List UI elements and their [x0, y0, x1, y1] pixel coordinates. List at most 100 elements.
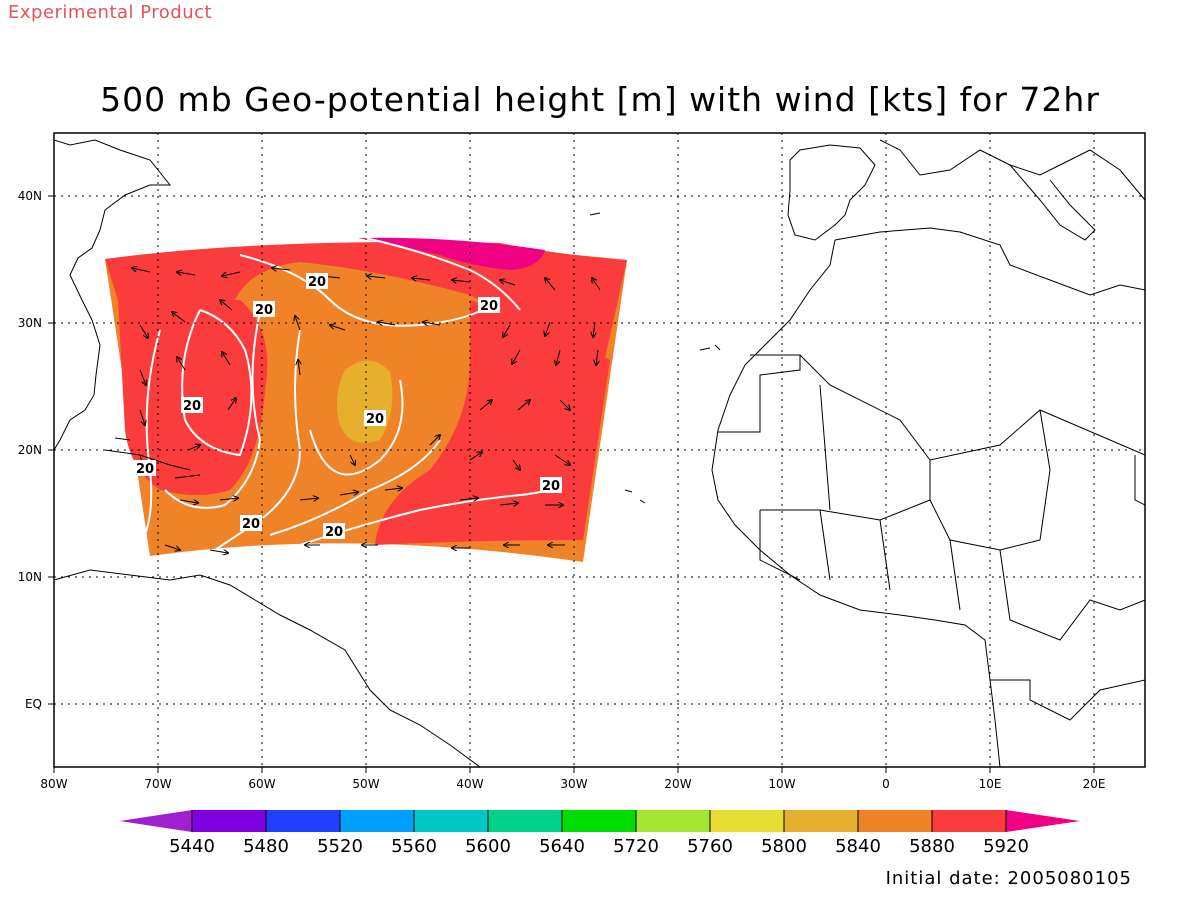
wind-arrow: [367, 276, 386, 278]
wind-arrow: [500, 280, 516, 286]
contour-label: 20: [255, 303, 273, 318]
wind-arrow: [412, 278, 431, 280]
coastlines: [54, 139, 1145, 767]
height-band-5920-north: [105, 242, 627, 380]
colorbar-swatch: [784, 810, 858, 832]
lon-label: 40W: [456, 777, 483, 791]
wind-arrow: [378, 322, 396, 325]
wind-arrow: [512, 459, 520, 470]
colorbar-swatch: [414, 810, 488, 832]
wind-arrow: [227, 398, 236, 411]
colorbar-swatch: [488, 810, 562, 832]
contour-label: 20: [325, 525, 343, 540]
lon-label: 80W: [40, 777, 67, 791]
wind-contour: [299, 484, 561, 546]
contour-label: 20: [542, 479, 560, 494]
wind-arrow: [139, 409, 145, 425]
wind-arrow: [164, 544, 180, 550]
colorbar-swatch: [340, 810, 414, 832]
wind-arrow: [349, 454, 355, 465]
colorbar-label: 5600: [465, 836, 511, 857]
wind-arrow: [299, 498, 318, 500]
wind-arrow: [545, 321, 551, 336]
lon-label: 20E: [1083, 777, 1106, 791]
wind-arrow: [592, 278, 601, 291]
lon-label: 0: [882, 777, 890, 791]
wind-arrow: [469, 452, 482, 461]
wind-arrow: [222, 352, 231, 366]
contour-label: 20: [366, 412, 384, 427]
map-title: 500 mb Geo-potential height [m] with win…: [100, 80, 1100, 119]
wind-arrow: [503, 324, 511, 337]
wind-arrow: [545, 278, 556, 291]
wind-contour: [269, 439, 441, 536]
contour-labels: 20 20 20 20 20 20 20 20 20: [134, 273, 562, 540]
north-africa-coast: [711, 239, 1001, 767]
wind-contour: [364, 237, 521, 311]
contour-label: 20: [308, 275, 326, 290]
wind-arrow: [593, 321, 595, 337]
lat-label: 30N: [18, 316, 42, 330]
wind-arrow: [512, 349, 521, 364]
height-band-5800: [336, 360, 393, 443]
lon-label: 30W: [560, 777, 587, 791]
latitude-labels: 40N 30N 20N 10N EQ: [18, 189, 42, 711]
wind-arrow: [423, 322, 441, 325]
colorbar-label: 5440: [169, 836, 215, 857]
iberia-coast: [787, 144, 876, 241]
lat-label: 10N: [18, 570, 42, 584]
north-america-coast: [54, 139, 172, 451]
contour-label: 20: [136, 462, 154, 477]
central-africa-borders: [990, 679, 1145, 721]
wind-contour: [214, 329, 302, 551]
axis-ticks: [48, 195, 1095, 773]
wind-contour: [239, 254, 491, 327]
lon-label: 10W: [768, 777, 795, 791]
colorbar-label: 5640: [539, 836, 585, 857]
wind-arrow: [429, 435, 440, 446]
wind-contour: [309, 379, 404, 476]
colorbar-swatch: [1006, 810, 1080, 832]
wind-arrow: [517, 400, 530, 411]
wind-arrow: [596, 349, 598, 365]
wind-arrow: [209, 550, 228, 553]
colorbar-swatch: [266, 810, 340, 832]
colorbar-swatch: [120, 810, 192, 832]
wind-arrow: [177, 357, 186, 371]
colorbar-label: 5880: [909, 836, 955, 857]
wind-arrow: [298, 360, 300, 376]
colorbar-label: 5760: [687, 836, 733, 857]
wind-arrow: [556, 349, 561, 365]
colorbar-swatch: [192, 810, 266, 832]
wind-arrow: [177, 272, 196, 275]
colorbar-label: 5800: [761, 836, 807, 857]
lon-label: 10E: [979, 777, 1002, 791]
colorbar-label: 5480: [243, 836, 289, 857]
colorbar-labels: 5440 5480 5520 5560 5600 5640 5720 5760 …: [169, 836, 1029, 857]
experimental-product-label: Experimental Product: [8, 2, 213, 23]
colorbar-label: 5560: [391, 836, 437, 857]
lon-label: 60W: [248, 777, 275, 791]
africa-borders: [718, 354, 1145, 551]
wind-arrow: [272, 268, 291, 270]
contour-label: 20: [183, 399, 201, 414]
lat-label: EQ: [25, 697, 42, 711]
map-content: 20 20 20 20 20 20 20 20 20: [54, 133, 1145, 767]
lon-label: 50W: [352, 777, 379, 791]
wind-arrow: [559, 399, 570, 410]
wind-arrow: [132, 268, 151, 273]
wind-arrow: [222, 271, 241, 276]
colorbar-swatch: [636, 810, 710, 832]
colorbar-label: 5840: [835, 836, 881, 857]
contour-label: 20: [480, 299, 498, 314]
wind-arrow: [295, 316, 301, 331]
colorbar-swatch: [932, 810, 1006, 832]
colorbar-label: 5920: [983, 836, 1029, 857]
lon-label: 20W: [664, 777, 691, 791]
colorbar-swatch: [710, 810, 784, 832]
lon-label: 70W: [144, 777, 171, 791]
wind-arrow: [219, 498, 238, 500]
colorbar-label: 5720: [613, 836, 659, 857]
south-america-coast: [54, 569, 481, 767]
west-africa-borders: [759, 509, 1145, 641]
